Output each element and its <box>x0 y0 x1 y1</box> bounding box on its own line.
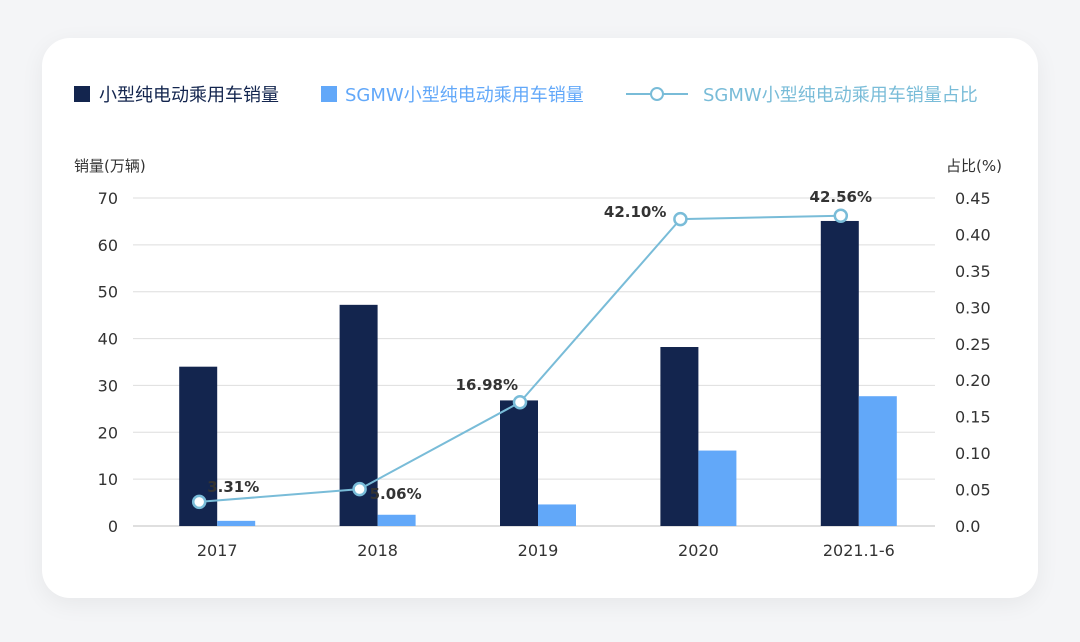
share-point <box>673 211 688 227</box>
bar-sgmw <box>698 450 737 526</box>
legend-swatch-total <box>74 86 90 102</box>
x-axis-ticks: 2017 2018 2019 2020 2021.1-6 <box>197 541 895 560</box>
y-tick-label: 70 <box>98 189 118 208</box>
legend-label-share: SGMW小型纯电动乘用车销量占比 <box>703 85 978 106</box>
legend-swatch-sgmw <box>321 86 337 102</box>
y2-tick-label: 0.45 <box>955 189 991 208</box>
share-point <box>833 208 849 224</box>
bars <box>179 220 897 526</box>
y2-tick-label: 0.25 <box>955 335 991 354</box>
y-tick-label: 10 <box>98 470 118 489</box>
x-tick-label: 2021.1-6 <box>823 541 895 560</box>
share-data-label: 42.56% <box>810 188 872 206</box>
x-tick-label: 2019 <box>518 541 559 560</box>
share-line: 3.31% 5.06% 16.98% 42.10% 42.56% <box>191 188 872 510</box>
bar-sgmw <box>217 520 256 526</box>
y2-tick-label: 0.35 <box>955 262 991 281</box>
y2-tick-label: 0.40 <box>955 225 991 244</box>
y2-tick-label: 0.05 <box>955 481 991 500</box>
y2-tick-label: 0.30 <box>955 298 991 317</box>
y-tick-label: 60 <box>98 236 118 255</box>
share-point <box>512 394 528 410</box>
y2-axis-title: 占比(%) <box>946 157 1002 175</box>
y-axis-ticks: 0 10 20 30 40 50 60 70 <box>98 189 118 536</box>
y-tick-label: 50 <box>98 283 118 302</box>
share-point <box>191 494 207 510</box>
x-tick-label: 2020 <box>678 541 719 560</box>
legend-marker-share <box>650 87 664 101</box>
bar-sgmw <box>377 514 416 526</box>
y2-tick-label: 0.20 <box>955 371 991 390</box>
y-tick-label: 40 <box>98 330 118 349</box>
bar-total <box>820 220 859 526</box>
y2-axis-ticks: 0.0 0.05 0.10 0.15 0.20 0.25 0.30 0.35 0.40 0.45 <box>955 189 991 536</box>
share-data-label: 16.98% <box>456 376 518 394</box>
y-tick-label: 0 <box>108 517 118 536</box>
share-data-label: 5.06% <box>370 485 422 503</box>
y2-tick-label: 0.15 <box>955 408 991 427</box>
share-data-label: 42.10% <box>604 203 666 221</box>
share-data-label: 3.31% <box>207 478 259 496</box>
y-tick-label: 20 <box>98 423 118 442</box>
bar-sgmw <box>538 504 576 526</box>
y2-tick-label: 0.0 <box>955 517 980 536</box>
y-axis-title: 销量(万辆) <box>74 157 146 175</box>
x-tick-label: 2018 <box>357 541 398 560</box>
y2-tick-label: 0.10 <box>955 444 991 463</box>
bar-sgmw <box>858 396 897 526</box>
bar-total <box>660 347 699 526</box>
y-tick-label: 30 <box>98 376 118 395</box>
bar-total <box>500 400 538 526</box>
legend-label-total: 小型纯电动乘用车销量 <box>99 85 279 106</box>
legend-label-sgmw: SGMW小型纯电动乘用车销量 <box>345 85 584 106</box>
legend: 小型纯电动乘用车销量 SGMW小型纯电动乘用车销量 SGMW小型纯电动乘用车销量… <box>74 85 978 106</box>
share-point <box>352 481 367 497</box>
x-tick-label: 2017 <box>197 541 238 560</box>
